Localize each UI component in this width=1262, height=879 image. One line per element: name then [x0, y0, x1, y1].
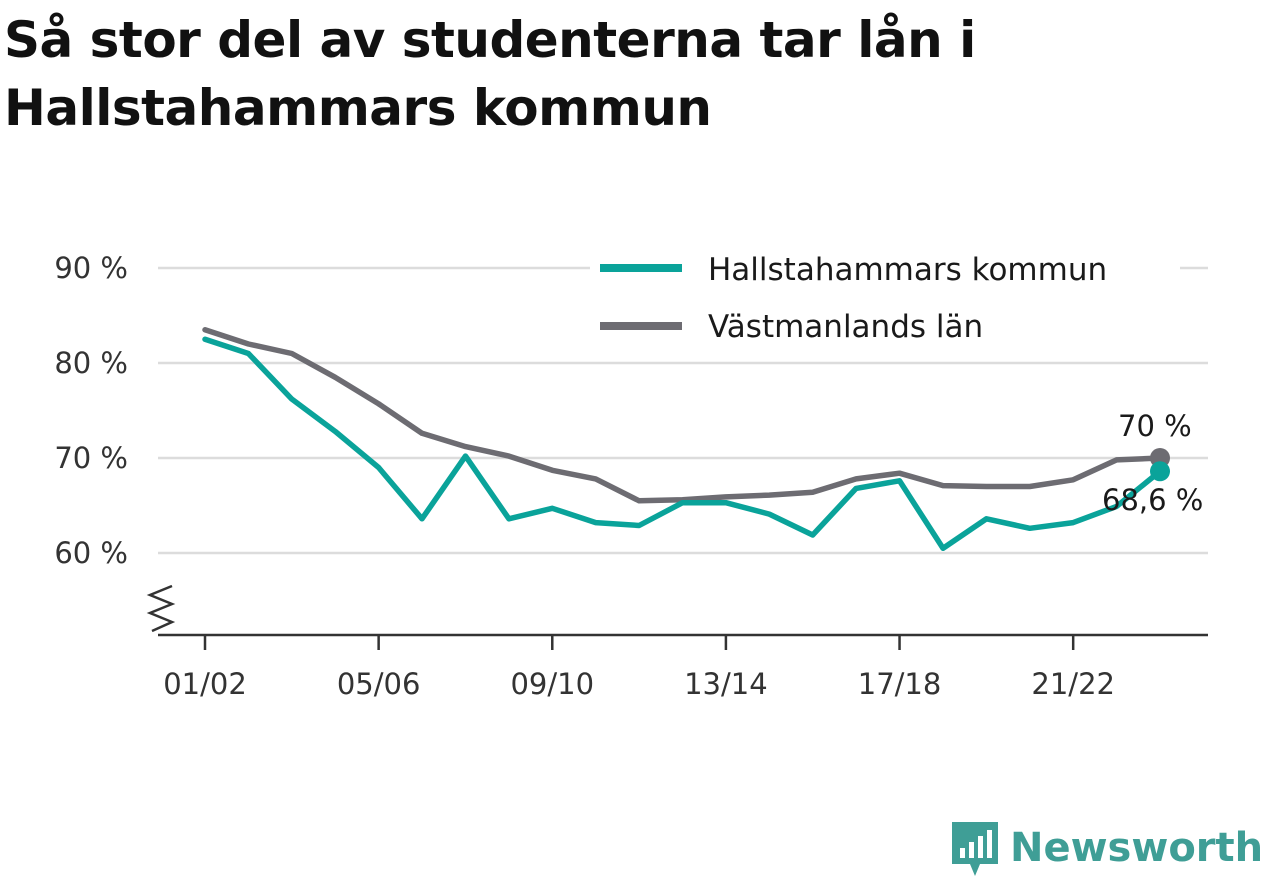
- x-tick-label: 17/18: [858, 667, 942, 701]
- y-tick-label: 80 %: [54, 346, 128, 380]
- end-point-hallstahammars: [1150, 461, 1170, 482]
- legend-label-vastmanland: Västmanlands län: [708, 309, 983, 345]
- brand: Newsworthy: [950, 818, 1262, 878]
- x-tick-label: 05/06: [337, 667, 421, 701]
- y-axis-tick-labels: 60 % 70 % 80 % 90 %: [54, 251, 128, 570]
- y-tick-label: 60 %: [54, 536, 128, 570]
- legend: Hallstahammars kommun Västmanlands län: [590, 242, 1180, 360]
- series-line-hallstahammars: [202, 336, 1163, 552]
- x-tick-label: 01/02: [163, 667, 247, 701]
- brand-name: Newsworthy: [1010, 825, 1262, 871]
- chart-title: Så stor del av studenterna tar lån i Hal…: [4, 11, 976, 137]
- end-labels: 70 % 68,6 %: [1102, 409, 1203, 517]
- end-label-hallstahammars: 68,6 %: [1102, 483, 1203, 517]
- x-tick-label: 13/14: [684, 667, 768, 701]
- y-tick-label: 90 %: [54, 251, 128, 285]
- series-lines: [202, 327, 1170, 552]
- x-tick-label: 21/22: [1031, 667, 1115, 701]
- x-tick-label: 09/10: [510, 667, 594, 701]
- x-axis: [146, 584, 1208, 637]
- x-axis-ticks: 01/02 05/06 09/10 13/14 17/18 21/22: [163, 635, 1115, 701]
- newsworthy-logo-icon: [952, 822, 998, 876]
- legend-label-hallstahammars: Hallstahammars kommun: [708, 252, 1107, 288]
- y-tick-label: 70 %: [54, 441, 128, 475]
- series-line-vastmanland: [202, 327, 1163, 504]
- end-label-vastmanland: 70 %: [1118, 409, 1192, 443]
- y-axis-break-icon: [146, 584, 176, 633]
- legend-background: [590, 242, 1180, 360]
